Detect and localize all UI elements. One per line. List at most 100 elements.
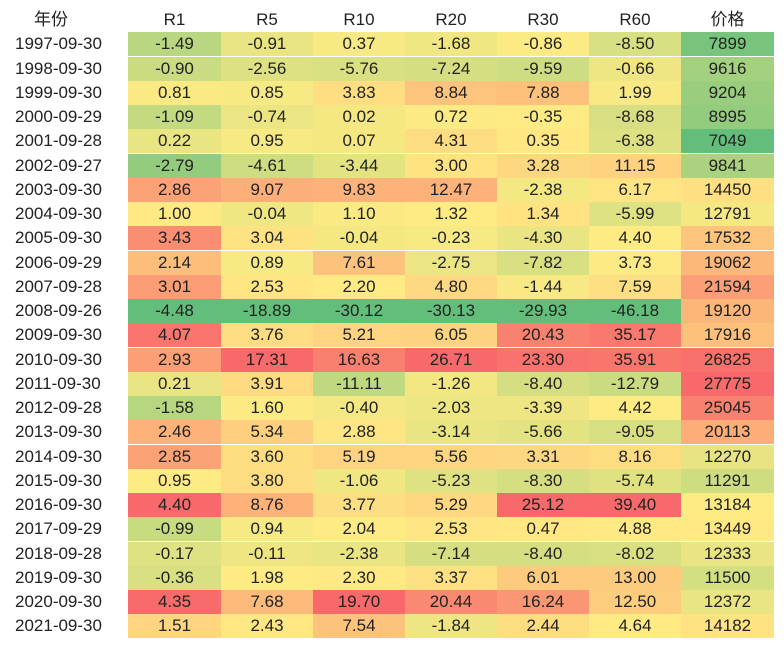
heatmap-cell: -7.82 — [497, 251, 589, 275]
heatmap-cell: -0.11 — [221, 542, 313, 566]
heatmap-cell: 1.32 — [405, 202, 497, 226]
heatmap-cell: 13184 — [681, 493, 774, 517]
heatmap-cell: -4.61 — [221, 154, 313, 178]
heatmap-cell: 5.34 — [221, 420, 313, 444]
heatmap-cell: 3.91 — [221, 372, 313, 396]
heatmap-cell: -0.90 — [128, 57, 221, 81]
heatmap-cell: -0.04 — [221, 202, 313, 226]
heatmap-cell: 0.35 — [497, 129, 589, 153]
heatmap-cell: 9.83 — [313, 178, 405, 202]
column-header: 价格 — [681, 8, 774, 32]
heatmap-cell: 2.30 — [313, 566, 405, 590]
heatmap-cell: 6.05 — [405, 323, 497, 347]
heatmap-cell: -5.99 — [589, 202, 681, 226]
heatmap-cell: 2.43 — [221, 614, 313, 638]
heatmap-cell: 0.47 — [497, 517, 589, 541]
heatmap-cell: 23.30 — [497, 348, 589, 372]
heatmap-cell: 35.91 — [589, 348, 681, 372]
heatmap-cell: 27775 — [681, 372, 774, 396]
heatmap-cell: 0.07 — [313, 129, 405, 153]
heatmap-cell: 26.71 — [405, 348, 497, 372]
column-header: R60 — [589, 8, 681, 32]
heatmap-cell: 19.70 — [313, 590, 405, 614]
column-header: R10 — [313, 8, 405, 32]
heatmap-cell: 2.88 — [313, 420, 405, 444]
row-date-label: 2014-09-30 — [0, 445, 128, 469]
heatmap-cell: 5.29 — [405, 493, 497, 517]
heatmap-cell: -0.17 — [128, 542, 221, 566]
heatmap-cell: 4.31 — [405, 129, 497, 153]
heatmap-cell: 8.76 — [221, 493, 313, 517]
heatmap-cell: -29.93 — [497, 299, 589, 323]
heatmap-cell: 2.53 — [221, 275, 313, 299]
heatmap-cell: 6.01 — [497, 566, 589, 590]
heatmap-cell: 11291 — [681, 469, 774, 493]
heatmap-cell: -1.09 — [128, 105, 221, 129]
row-date-label: 2017-09-29 — [0, 517, 128, 541]
row-date-label: 2011-09-30 — [0, 372, 128, 396]
heatmap-cell: 11.15 — [589, 154, 681, 178]
heatmap-cell: 9204 — [681, 81, 774, 105]
heatmap-cell: 1.60 — [221, 396, 313, 420]
row-date-label: 2012-09-28 — [0, 396, 128, 420]
heatmap-cell: 2.93 — [128, 348, 221, 372]
heatmap-cell: 35.17 — [589, 323, 681, 347]
heatmap-cell: 7899 — [681, 32, 774, 56]
heatmap-cell: 20.44 — [405, 590, 497, 614]
heatmap-cell: 14182 — [681, 614, 774, 638]
row-date-label: 2013-09-30 — [0, 420, 128, 444]
heatmap-cell: -1.84 — [405, 614, 497, 638]
heatmap-cell: 2.14 — [128, 251, 221, 275]
heatmap-cell: -4.30 — [497, 226, 589, 250]
heatmap-cell: 8.84 — [405, 81, 497, 105]
heatmap-cell: 7.59 — [589, 275, 681, 299]
heatmap-cell: -46.18 — [589, 299, 681, 323]
heatmap-cell: -2.79 — [128, 154, 221, 178]
heatmap-cell: 26825 — [681, 348, 774, 372]
heatmap-cell: 5.19 — [313, 445, 405, 469]
heatmap-cell: 11500 — [681, 566, 774, 590]
heatmap-cell: 8995 — [681, 105, 774, 129]
heatmap-cell: 4.40 — [128, 493, 221, 517]
heatmap-cell: -5.66 — [497, 420, 589, 444]
heatmap-cell: -1.26 — [405, 372, 497, 396]
heatmap-cell: -0.86 — [497, 32, 589, 56]
heatmap-cell: -1.49 — [128, 32, 221, 56]
row-date-label: 2000-09-29 — [0, 105, 128, 129]
heatmap-cell: 0.94 — [221, 517, 313, 541]
column-header: R5 — [221, 8, 313, 32]
heatmap-cell: -11.11 — [313, 372, 405, 396]
heatmap-cell: 3.28 — [497, 154, 589, 178]
heatmap-cell: 3.73 — [589, 251, 681, 275]
row-date-label: 1997-09-30 — [0, 32, 128, 56]
row-date-label: 2015-09-30 — [0, 469, 128, 493]
heatmap-cell: 3.43 — [128, 226, 221, 250]
heatmap-cell: 7.68 — [221, 590, 313, 614]
heatmap-cell: 39.40 — [589, 493, 681, 517]
heatmap-cell: 4.40 — [589, 226, 681, 250]
heatmap-cell: -0.35 — [497, 105, 589, 129]
heatmap-cell: 19062 — [681, 251, 774, 275]
heatmap-cell: 2.53 — [405, 517, 497, 541]
row-date-label: 2002-09-27 — [0, 154, 128, 178]
heatmap-cell: -8.68 — [589, 105, 681, 129]
heatmap-cell: 3.76 — [221, 323, 313, 347]
heatmap-cell: 4.88 — [589, 517, 681, 541]
heatmap-cell: -12.79 — [589, 372, 681, 396]
row-date-label: 1999-09-30 — [0, 81, 128, 105]
heatmap-cell: -8.50 — [589, 32, 681, 56]
heatmap-cell: 21594 — [681, 275, 774, 299]
heatmap-cell: 0.37 — [313, 32, 405, 56]
heatmap-cell: -3.44 — [313, 154, 405, 178]
heatmap-cell: 1.51 — [128, 614, 221, 638]
heatmap-cell: -1.68 — [405, 32, 497, 56]
heatmap-cell: -2.38 — [313, 542, 405, 566]
row-date-label: 2001-09-28 — [0, 129, 128, 153]
heatmap-cell: -1.44 — [497, 275, 589, 299]
heatmap-cell: 9.07 — [221, 178, 313, 202]
heatmap-cell: -2.38 — [497, 178, 589, 202]
heatmap-cell: 3.37 — [405, 566, 497, 590]
heatmap-cell: 16.24 — [497, 590, 589, 614]
row-date-label: 2018-09-28 — [0, 542, 128, 566]
heatmap-cell: -7.14 — [405, 542, 497, 566]
